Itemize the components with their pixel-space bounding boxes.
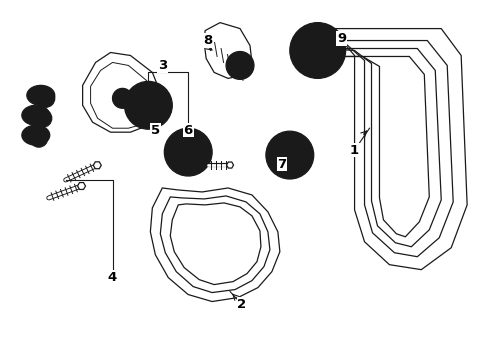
Circle shape — [265, 131, 313, 179]
Text: 7: 7 — [277, 158, 286, 171]
Text: 1: 1 — [349, 144, 358, 157]
Circle shape — [132, 89, 164, 121]
Polygon shape — [78, 183, 85, 189]
Polygon shape — [226, 162, 233, 168]
Polygon shape — [203, 23, 251, 78]
Circle shape — [172, 136, 203, 168]
Circle shape — [285, 151, 293, 159]
Circle shape — [281, 147, 297, 163]
Ellipse shape — [27, 85, 55, 105]
Circle shape — [180, 144, 196, 160]
Ellipse shape — [22, 125, 50, 145]
Ellipse shape — [22, 105, 50, 125]
Circle shape — [124, 81, 172, 129]
Circle shape — [305, 39, 329, 62]
Circle shape — [34, 109, 52, 127]
Circle shape — [232, 58, 247, 73]
Circle shape — [289, 23, 345, 78]
Polygon shape — [90, 62, 152, 128]
Circle shape — [117, 93, 127, 103]
Circle shape — [112, 88, 132, 108]
Circle shape — [140, 97, 156, 113]
Circle shape — [225, 51, 253, 80]
Circle shape — [164, 128, 212, 176]
Circle shape — [273, 139, 305, 171]
Text: 3: 3 — [157, 59, 166, 72]
Circle shape — [297, 31, 337, 71]
Circle shape — [37, 89, 55, 107]
Circle shape — [41, 94, 50, 102]
Text: 6: 6 — [183, 124, 192, 137]
Circle shape — [312, 45, 322, 55]
Polygon shape — [93, 162, 101, 169]
Text: 5: 5 — [150, 124, 160, 137]
Text: 9: 9 — [336, 32, 346, 45]
Circle shape — [35, 134, 42, 142]
Polygon shape — [82, 53, 160, 132]
Text: 4: 4 — [108, 271, 117, 284]
Text: 2: 2 — [237, 298, 246, 311]
Circle shape — [39, 114, 47, 122]
Circle shape — [30, 129, 48, 147]
Text: 8: 8 — [203, 34, 212, 47]
